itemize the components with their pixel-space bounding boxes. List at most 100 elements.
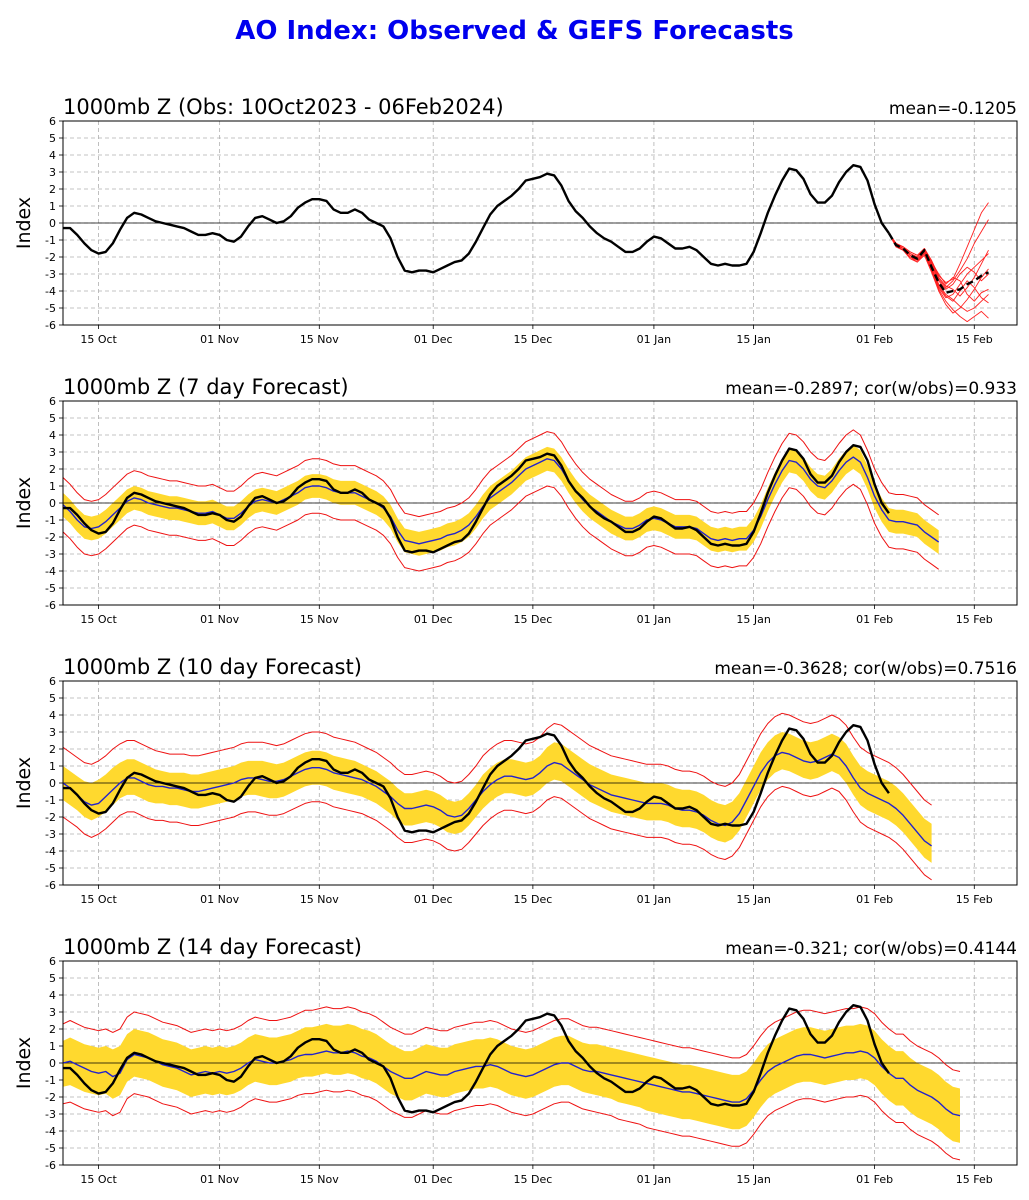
panel-3: 1000mb Z (10 day Forecast) mean=-0.3628; … [13,655,1018,906]
panel-1-stats: mean=-0.1205 [889,99,1017,119]
panel-4-xtick-label: 01 Dec [414,1173,453,1186]
panel-1-ytick-label: 1 [49,200,56,213]
panel-1-ytick-label: -6 [45,319,56,332]
panel-1-ensemble-member-9 [888,232,989,290]
panel-2-ensemble-max-line [63,429,939,518]
panel-1-ensemble-member-5 [888,232,989,299]
panel-2-title: 1000mb Z (7 day Forecast) [63,375,349,399]
panel-2-xtick-label: 15 Oct [80,613,117,626]
panel-2-ytick-label: 6 [49,395,56,408]
panel-1-forecast-mean-line [887,232,990,294]
panel-1-ytick-label: -4 [45,285,56,298]
panel-4-xtick-label: 15 Jan [736,1173,770,1186]
panel-1-grid [63,121,1017,325]
panel-4-ytick-label: -5 [45,1142,56,1155]
panel-4-ytick-label: 3 [49,1006,56,1019]
panel-3-xtick-label: 15 Dec [513,893,552,906]
panel-4-ytick-label: 2 [49,1023,56,1036]
panel-1-xtick-label: 01 Feb [856,333,893,346]
panel-4-xtick-label: 15 Dec [513,1173,552,1186]
panel-1-ylabel: Index [13,197,35,249]
panel-2-stats: mean=-0.2897; cor(w/obs)=0.933 [725,379,1017,399]
panel-3-xtick-label: 15 Nov [300,893,339,906]
panel-3-plot-area [63,712,1017,881]
panel-1-ytick-label: 3 [49,166,56,179]
panel-3-forecast-mean-line [63,751,933,847]
panel-1-ytick-label: 0 [49,217,56,230]
panel-4-xtick-label: 15 Nov [300,1173,339,1186]
panel-3-ytick-label: -4 [45,845,56,858]
panel-3-xtick-label: 15 Jan [736,893,770,906]
panel-1-xtick-label: 01 Dec [414,333,453,346]
panel-2-ytick-label: -5 [45,582,56,595]
panel-1-ytick-label: 4 [49,149,56,162]
panel-2-xtick-label: 01 Feb [856,613,893,626]
panel-3-title: 1000mb Z (10 day Forecast) [63,655,362,679]
panel-2-forecast-mean-line [63,456,940,545]
panel-1-ytick-label: -5 [45,302,56,315]
panel-2-ytick-label: 4 [49,429,56,442]
panel-4-ensemble-min-line [63,1089,961,1161]
panel-4-observed-line [63,1004,890,1114]
panel-3-xtick-label: 01 Nov [200,893,239,906]
panel-4-ytick-label: -6 [45,1159,56,1172]
panel-4-title: 1000mb Z (14 day Forecast) [63,935,362,959]
panel-1-title: 1000mb Z (Obs: 10Oct2023 - 06Feb2024) [63,95,504,119]
panel-4-ytick-label: -1 [45,1074,56,1087]
panel-3-xtick-label: 01 Dec [414,893,453,906]
panel-1-xtick-label: 15 Feb [956,333,993,346]
panel-3-ytick-label: 5 [49,692,56,705]
panel-4-spread-band [63,1023,960,1143]
panel-1-ensemble-member-1 [888,202,989,283]
panel-4-ytick-label: 6 [49,955,56,968]
panel-1-xtick-label: 15 Jan [736,333,770,346]
panel-2-ensemble-min-line [63,483,939,572]
panel-3-xtick-label: 01 Jan [637,893,671,906]
panel-4: 1000mb Z (14 day Forecast) mean=-0.321; c… [13,935,1018,1186]
panel-2: 1000mb Z (7 day Forecast) mean=-0.2897; c… [13,375,1018,626]
panel-3-stats: mean=-0.3628; cor(w/obs)=0.7516 [714,659,1017,679]
panel-1-xtick-label: 15 Nov [300,333,339,346]
panel-2-ytick-label: 5 [49,412,56,425]
panel-4-ytick-label: 0 [49,1057,56,1070]
panel-1-ytick-label: -1 [45,234,56,247]
panel-2-ylabel: Index [13,477,35,529]
panel-3-observed-line [63,724,890,834]
panel-4-ytick-label: 4 [49,989,56,1002]
panel-2-ytick-label: -2 [45,531,56,544]
panel-3-spread-band [63,732,932,863]
panel-1-ensemble-member-8 [888,232,989,314]
panel-1-ytick-label: -2 [45,251,56,264]
panel-3-ytick-label: -2 [45,811,56,824]
panel-2-xtick-label: 01 Jan [637,613,671,626]
panel-4-plot-area [63,1004,1017,1161]
panel-4-ylabel: Index [13,1037,35,1089]
panel-3-ytick-label: -5 [45,862,56,875]
panel-4-xtick-label: 01 Jan [637,1173,671,1186]
panel-3-ytick-label: -3 [45,828,56,841]
panel-3-ytick-label: 4 [49,709,56,722]
panel-4-ytick-label: -2 [45,1091,56,1104]
panel-2-xtick-label: 15 Nov [300,613,339,626]
panel-3-ytick-label: 3 [49,726,56,739]
panel-4-ytick-label: -3 [45,1108,56,1121]
panel-2-ytick-label: 1 [49,480,56,493]
panel-4-xtick-label: 15 Oct [80,1173,117,1186]
panel-2-ytick-label: -4 [45,565,56,578]
panel-4-ytick-label: 1 [49,1040,56,1053]
panel-3-ylabel: Index [13,757,35,809]
panel-3-ytick-label: 6 [49,675,56,688]
panel-1-plot-area [63,163,1017,323]
panel-2-observed-line [63,444,890,554]
panel-3-xtick-label: 01 Feb [856,893,893,906]
panel-3-ensemble-max-line [63,712,932,806]
panel-3-ytick-label: -6 [45,879,56,892]
panel-2-spread-band [63,445,939,556]
panel-2-ytick-label: -1 [45,514,56,527]
panel-1-xtick-label: 01 Nov [200,333,239,346]
panel-2-ytick-label: -3 [45,548,56,561]
panel-2-xtick-label: 15 Jan [736,613,770,626]
panel-1-observed-line [63,163,890,274]
panel-3-ytick-label: -1 [45,794,56,807]
